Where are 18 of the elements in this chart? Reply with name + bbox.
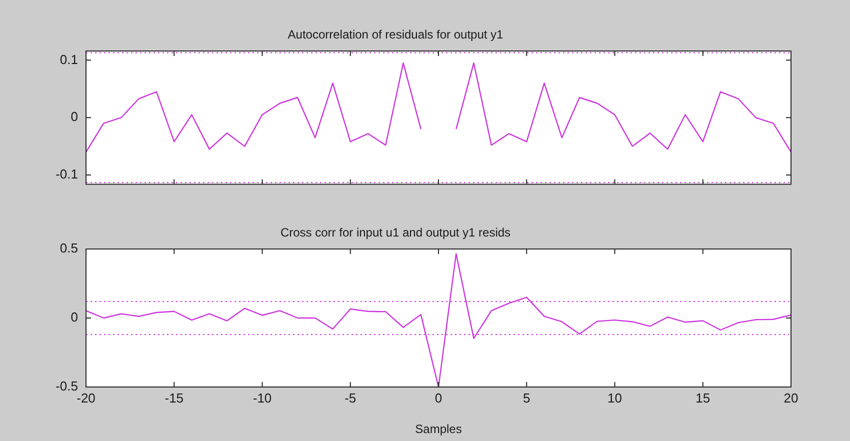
chart-title: Cross corr for input u1 and output y1 resids bbox=[280, 226, 511, 240]
x-tick-label: 15 bbox=[696, 390, 710, 406]
y-tick-label: 0 bbox=[70, 310, 78, 325]
x-tick-label: -5 bbox=[344, 390, 356, 406]
x-tick-label: -10 bbox=[252, 390, 272, 406]
y-tick-label: 0 bbox=[70, 109, 78, 124]
y-tick-label: -0.1 bbox=[56, 166, 78, 182]
x-axis-title: Samples bbox=[415, 422, 462, 436]
chart-title: Autocorrelation of residuals for output y1 bbox=[288, 28, 504, 42]
x-tick-label: 10 bbox=[608, 390, 622, 406]
x-tick-label: -15 bbox=[164, 390, 184, 406]
x-tick-label: 0 bbox=[434, 390, 442, 406]
x-tick-label: -20 bbox=[76, 390, 96, 406]
x-tick-label: 20 bbox=[784, 390, 798, 406]
y-tick-label: 0.5 bbox=[60, 240, 78, 256]
x-tick-label: 5 bbox=[523, 390, 530, 406]
y-tick-label: 0.1 bbox=[60, 52, 78, 67]
y-tick-label: -0.5 bbox=[56, 378, 78, 394]
